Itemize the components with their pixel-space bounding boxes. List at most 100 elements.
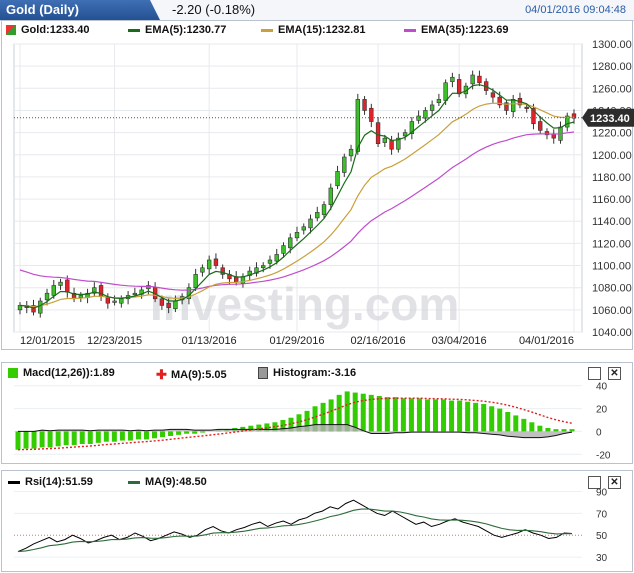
macd-bar	[400, 398, 406, 432]
legend-ema15: EMA(15):1232.81	[261, 24, 365, 36]
candle-body	[321, 204, 327, 215]
candle-body	[456, 79, 462, 95]
macd-bar	[513, 415, 519, 432]
candle-body	[315, 212, 320, 219]
macd-bar	[95, 431, 101, 443]
candle-body	[274, 254, 279, 262]
y-tick-label: 1060.00	[592, 305, 632, 317]
instrument-title[interactable]: Gold (Daily)	[0, 0, 160, 20]
price-chart[interactable]: 1040.00 1060.00 1080.00 1100.00 1120.00 1140.…	[0, 20, 634, 350]
candle-body	[436, 99, 442, 104]
candle-body	[281, 245, 286, 254]
macd-bar	[352, 392, 358, 432]
candle-body	[470, 74, 475, 85]
macd-bar	[553, 429, 559, 432]
candle-body	[423, 110, 428, 119]
histogram-area	[18, 424, 572, 438]
macd-bar	[384, 397, 390, 432]
price-change: -2.20 (-0.18%)	[172, 2, 256, 17]
macd-bar	[449, 400, 455, 432]
candle-body	[571, 113, 577, 119]
macd-bar	[280, 420, 286, 432]
y-tick-label: 50	[596, 531, 608, 542]
macd-bar	[489, 406, 495, 432]
macd-bar	[31, 431, 37, 449]
macd-bar	[103, 431, 109, 442]
macd-bar	[256, 424, 262, 432]
macd-bar	[63, 431, 69, 446]
rsi-settings-icon[interactable]	[588, 476, 601, 489]
current-price-tag	[582, 108, 634, 127]
macd-chart[interactable]: 40 20 0 -20	[0, 362, 634, 464]
candle-body	[254, 267, 259, 274]
candle-body	[44, 292, 50, 301]
macd-close-icon[interactable]: ✕	[608, 367, 621, 380]
legend-histogram: Histogram:-3.16	[258, 367, 356, 380]
candle-body	[375, 122, 381, 144]
ema5-line	[19, 84, 575, 309]
candle-body	[409, 121, 415, 135]
candle-body	[490, 92, 496, 98]
candle-body	[308, 218, 313, 229]
macd-bar	[320, 402, 326, 432]
candle-body	[544, 131, 550, 136]
candle-body	[220, 267, 225, 275]
macd-bar	[481, 404, 487, 432]
macd-bar	[336, 394, 342, 432]
macd-bar	[328, 399, 334, 432]
macd-bar	[160, 431, 166, 438]
ema35-line	[19, 131, 575, 291]
watermark: Investing.com	[150, 278, 459, 330]
macd-bar	[248, 425, 254, 432]
y-tick-label: 1180.00	[592, 172, 631, 184]
candle-body	[65, 279, 70, 293]
x-tick-label: 12/01/2015	[20, 335, 75, 347]
histogram-line	[18, 424, 573, 439]
y-tick-label: 30	[596, 553, 608, 564]
rsi-chart[interactable]: 90 70 50 30	[0, 470, 634, 572]
y-tick-label: -20	[596, 450, 611, 461]
macd-bar	[184, 431, 190, 434]
macd-bar	[23, 431, 29, 449]
legend-macd-ma: ✚ MA(9):5.05	[156, 367, 227, 382]
candle-body	[132, 292, 138, 296]
y-tick-label: 20	[596, 405, 608, 416]
candle-body	[78, 295, 83, 298]
macd-bar	[47, 431, 53, 448]
candle-body	[38, 300, 43, 314]
macd-bar	[71, 431, 77, 446]
macd-bar	[87, 431, 93, 444]
rsi-ma-swatch-icon	[128, 480, 140, 484]
macd-bar	[529, 422, 535, 432]
candle-body	[389, 140, 394, 150]
candle-body	[328, 187, 333, 205]
candle-body	[98, 285, 104, 297]
candle-body	[146, 285, 151, 290]
macd-bar	[15, 431, 21, 450]
legend-macd: Macd(12,26)):1.89	[8, 367, 115, 379]
macd-bar	[111, 431, 117, 442]
candle-body	[369, 107, 374, 122]
candle-body	[497, 96, 502, 106]
macd-bar	[408, 398, 414, 432]
candle-body	[450, 76, 455, 82]
rsi-close-icon[interactable]: ✕	[608, 476, 621, 489]
macd-bar	[264, 423, 270, 432]
candle-body	[565, 115, 570, 128]
macd-bar	[473, 402, 479, 432]
candle-body	[119, 298, 124, 304]
macd-bar	[79, 431, 85, 444]
candle-body	[362, 99, 367, 111]
candle-body	[213, 258, 219, 266]
x-tick-label: 01/29/2016	[269, 335, 324, 347]
y-tick-label: 1040.00	[592, 327, 632, 339]
macd-settings-icon[interactable]	[588, 367, 601, 380]
candle-body	[92, 287, 97, 294]
candle-body	[396, 137, 401, 150]
candle-body	[402, 132, 408, 137]
signal-line	[17, 397, 573, 451]
y-tick-label: 1120.00	[592, 238, 631, 250]
macd-bar	[521, 418, 527, 432]
macd-bar	[416, 398, 422, 432]
candle-body	[477, 75, 482, 84]
